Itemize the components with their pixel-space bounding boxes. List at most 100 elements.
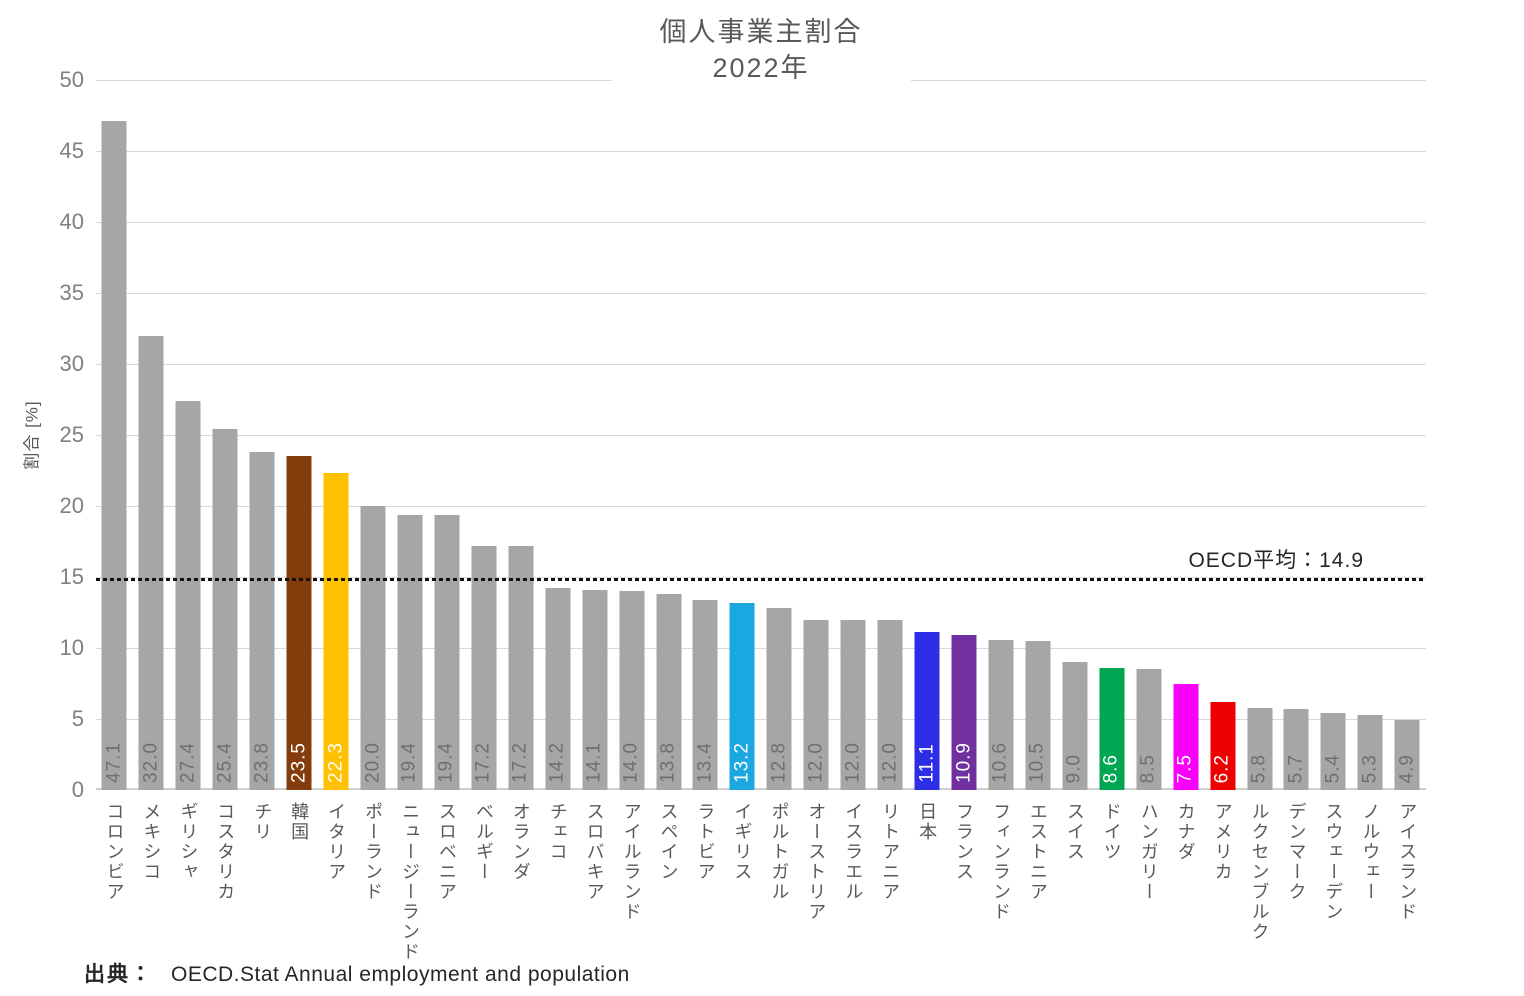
bar-column: 17.2 ベルギー: [465, 80, 502, 882]
bar: 23.8: [249, 452, 275, 790]
bar-value-label: 23.8: [251, 742, 273, 783]
bar-value-label: 6.2: [1211, 753, 1233, 783]
bar-column: 14.0 アイルランド: [613, 80, 650, 922]
y-tick-25: 25: [59, 422, 84, 447]
gridline-35: [96, 293, 1426, 294]
category-label: ハンガリー: [1138, 802, 1159, 902]
category-label: ポルトガル: [769, 802, 790, 902]
bar-column: 47.1 コロンビア: [96, 80, 133, 902]
y-tick-45: 45: [59, 138, 84, 163]
bar-column: 27.4 ギリシャ: [170, 80, 207, 882]
category-label: リトアニア: [880, 802, 901, 902]
bar: 12.0: [840, 619, 866, 790]
bar-value-label: 19.4: [398, 742, 420, 783]
bar-value-label: 17.2: [472, 742, 494, 783]
bar-column: 22.3 イタリア: [318, 80, 355, 882]
y-tick-35: 35: [59, 280, 84, 305]
source-prefix: 出典：: [84, 963, 153, 986]
y-tick-15: 15: [59, 564, 84, 589]
category-label: カナダ: [1175, 802, 1196, 862]
bar: 11.1: [914, 632, 940, 790]
bar-column: 13.8 スペイン: [650, 80, 687, 882]
y-axis-title: 割合 [%]: [22, 400, 42, 470]
category-label: イギリス: [732, 802, 753, 882]
bar-value-label: 10.6: [989, 742, 1011, 783]
bar-column: 4.9 アイスランド: [1389, 80, 1426, 922]
category-label: スイス: [1064, 802, 1085, 862]
bar-column: 23.8 チリ: [244, 80, 281, 842]
bars-container: 47.1 コロンビア 32.0 メキシコ 27.4 ギリシャ 25.4 コスタリカ 23.8 チリ…: [96, 80, 1426, 962]
bar-value-label: 9.0: [1063, 753, 1085, 783]
gridline-5: [96, 719, 1426, 720]
bar-column: 17.2 オランダ: [502, 80, 539, 882]
bar: 6.2: [1210, 702, 1236, 790]
bar: 27.4: [175, 400, 201, 790]
bar-column: 10.5 エストニア: [1019, 80, 1056, 902]
bar-column: 12.0 リトアニア: [872, 80, 909, 902]
bar-column: 8.5 ハンガリー: [1130, 80, 1167, 902]
category-label: ベルギー: [473, 802, 494, 882]
bar: 5.8: [1247, 707, 1273, 790]
bar: 17.2: [508, 545, 534, 790]
category-label: フィンランド: [990, 802, 1011, 922]
category-label: 韓国: [289, 802, 310, 842]
bar: 8.5: [1136, 669, 1162, 790]
bar-column: 32.0 メキシコ: [133, 80, 170, 882]
bar: 7.5: [1173, 683, 1199, 790]
bar-value-label: 12.0: [879, 742, 901, 783]
y-tick-20: 20: [59, 493, 84, 518]
bar: 5.3: [1357, 714, 1383, 790]
bar-column: 6.2 アメリカ: [1204, 80, 1241, 882]
bar: 8.6: [1099, 667, 1125, 790]
bar-column: 12.0 イスラエル: [835, 80, 872, 902]
bar: 23.5: [286, 456, 312, 790]
bar: 4.9: [1394, 720, 1420, 790]
y-tick-30: 30: [59, 351, 84, 376]
category-label: ポーランド: [363, 802, 384, 902]
bar: 5.7: [1283, 709, 1309, 790]
y-tick-10: 10: [59, 635, 84, 660]
bar-value-label: 8.6: [1100, 753, 1122, 783]
bar-value-label: 32.0: [140, 742, 162, 783]
bar-value-label: 25.4: [214, 742, 236, 783]
gridline-0: [96, 788, 1426, 790]
chart-title-line1: 個人事業主割合: [659, 17, 863, 47]
bar-value-label: 22.3: [325, 742, 347, 783]
bar: 14.2: [545, 588, 571, 790]
bar-value-label: 11.1: [916, 743, 938, 783]
bar-value-label: 10.9: [953, 742, 975, 783]
bar-column: 13.2 イギリス: [724, 80, 761, 882]
category-label: イタリア: [326, 802, 347, 882]
bar: 47.1: [101, 121, 127, 790]
source-text: OECD.Stat Annual employment and populati…: [171, 963, 630, 986]
bar-value-label: 14.2: [546, 742, 568, 783]
bar-value-label: 19.4: [435, 742, 457, 783]
bar-column: 10.9 フランス: [946, 80, 983, 882]
category-label: フランス: [954, 802, 975, 882]
bar: 12.0: [803, 619, 829, 790]
bar-value-label: 8.5: [1137, 753, 1159, 783]
category-label: ノルウェー: [1360, 802, 1381, 902]
bar-column: 10.6 フィンランド: [983, 80, 1020, 922]
bar-value-label: 10.5: [1026, 742, 1048, 783]
bar-column: 25.4 コスタリカ: [207, 80, 244, 902]
bar: 10.6: [988, 639, 1014, 790]
category-label: ラトビア: [695, 802, 716, 882]
category-label: イスラエル: [843, 802, 864, 902]
category-label: コスタリカ: [215, 802, 236, 902]
bar: 5.4: [1320, 713, 1346, 790]
bar-value-label: 23.5: [288, 742, 310, 783]
bar: 19.4: [397, 514, 423, 790]
bar: 12.8: [766, 608, 792, 790]
category-label: メキシコ: [141, 802, 162, 882]
category-label: チリ: [252, 802, 273, 842]
bar-value-label: 12.0: [842, 742, 864, 783]
bar: 13.8: [656, 594, 682, 790]
gridline-40: [96, 222, 1426, 223]
y-tick-5: 5: [71, 706, 84, 731]
category-label: スロバキア: [584, 802, 605, 902]
bar: 25.4: [212, 429, 238, 790]
gridline-45: [96, 151, 1426, 152]
bar-column: 12.0 オーストリア: [798, 80, 835, 922]
